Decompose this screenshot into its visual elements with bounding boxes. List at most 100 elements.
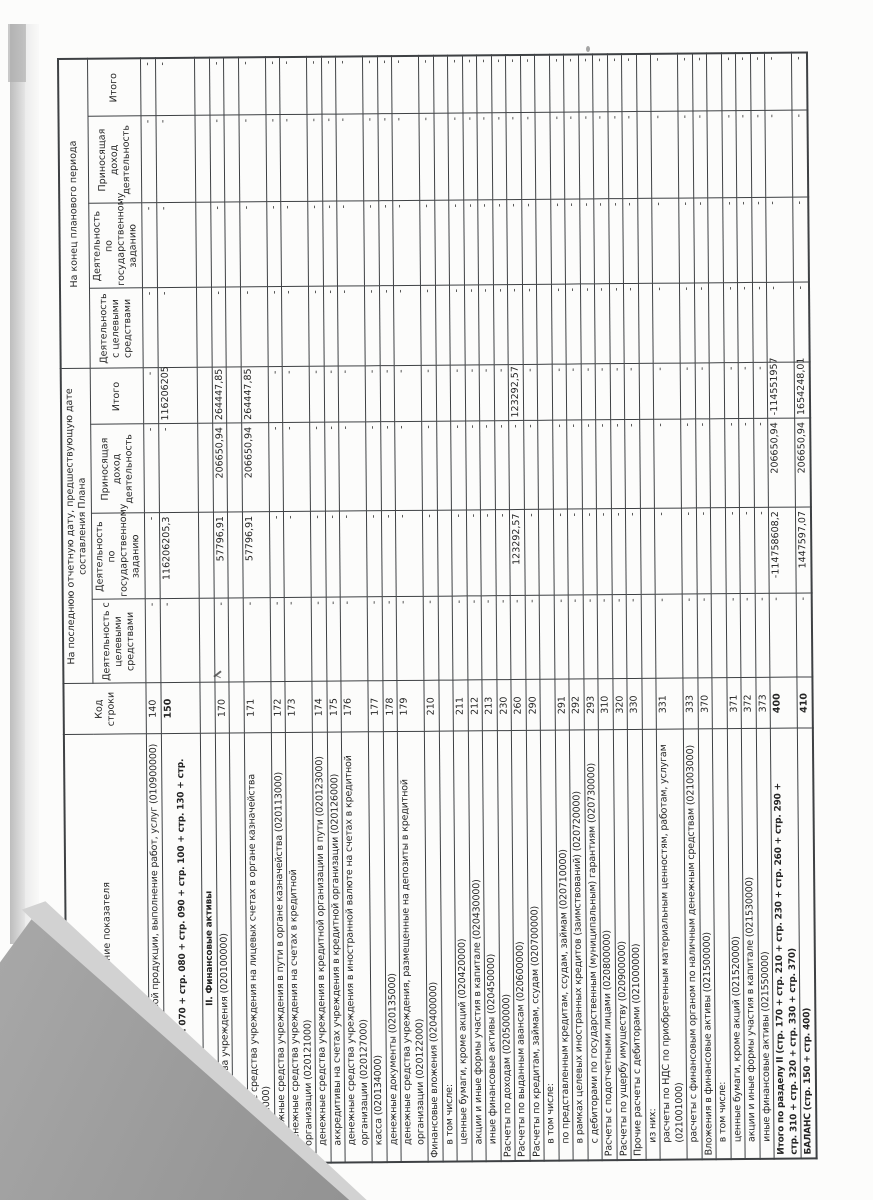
value-cell: -	[208, 57, 224, 116]
value-cell: -	[595, 364, 611, 421]
value-cell	[538, 509, 554, 596]
value-cell: -	[492, 200, 508, 286]
value-cell: -	[654, 508, 683, 595]
value-cell: 123292,57	[508, 364, 524, 422]
row-code-cell: 212	[467, 680, 483, 732]
value-cell: -	[720, 53, 736, 112]
value-cell: -	[793, 282, 810, 363]
value-cell: -	[597, 595, 613, 680]
row-code-cell: 373	[755, 677, 771, 729]
value-cell: -	[611, 595, 627, 680]
value-cell: -	[724, 419, 740, 509]
value-cell	[638, 363, 654, 420]
value-cell: -	[466, 596, 482, 681]
value-cell	[535, 199, 551, 285]
value-cell: -	[335, 114, 364, 202]
value-cell: -	[520, 112, 536, 200]
value-cell: -	[577, 54, 593, 113]
value-cell	[223, 115, 240, 203]
value-cell: -	[311, 597, 327, 682]
value-cell: -	[521, 199, 537, 285]
value-cell: -	[365, 366, 381, 423]
row-code-cell: 372	[740, 677, 756, 730]
value-cell: -	[281, 286, 310, 368]
value-cell: -	[325, 597, 341, 682]
value-cell: -	[376, 56, 392, 115]
value-cell: -	[521, 284, 538, 365]
value-cell: -	[739, 507, 755, 595]
value-cell	[197, 367, 213, 424]
value-cell: -114758608,2	[768, 507, 797, 594]
row-name-cell: денежные средства учреждения на счетах в…	[285, 732, 317, 1164]
row-code-cell	[228, 682, 244, 734]
header-target-funds-1: Деятельность с целевыми средствами	[92, 599, 146, 684]
value-cell: -	[324, 511, 341, 598]
scan-edge-shadow	[10, 24, 25, 944]
value-cell: -	[364, 286, 380, 367]
value-cell: -	[694, 363, 710, 420]
header-income-activity-1: Приносящая доход деятельность	[90, 424, 145, 514]
value-cell: -	[737, 282, 753, 364]
row-code-cell: 170	[214, 682, 230, 734]
value-cell: -	[563, 54, 579, 113]
value-cell: -	[380, 422, 396, 512]
value-cell: -	[159, 598, 200, 684]
value-cell: -	[362, 56, 378, 115]
value-cell: -	[490, 55, 506, 114]
value-cell: -	[140, 116, 157, 204]
value-cell: -	[420, 285, 436, 366]
value-cell: -	[158, 423, 199, 514]
value-cell: -	[622, 198, 638, 285]
value-cell	[706, 53, 722, 112]
value-cell	[435, 365, 451, 422]
value-cell: -	[461, 55, 477, 114]
value-cell	[194, 115, 211, 203]
row-code-cell	[199, 682, 215, 734]
row-code-cell: 177	[367, 681, 383, 733]
landscape-content: Наименование показателя Код строки На по…	[56, 51, 860, 1166]
value-cell: -	[264, 57, 280, 116]
value-cell: -	[652, 283, 681, 364]
value-cell: -	[320, 56, 336, 115]
value-cell: -	[340, 597, 368, 682]
row-code-cell	[438, 680, 454, 732]
value-cell: -	[378, 201, 394, 287]
value-cell: -	[753, 418, 769, 508]
value-cell: -	[505, 112, 522, 201]
value-cell: -	[579, 284, 596, 365]
value-cell: -	[479, 365, 495, 422]
value-cell: 116206205,3	[158, 512, 200, 600]
value-cell: -	[491, 113, 507, 201]
value-cell: -	[692, 111, 708, 199]
value-cell: -	[422, 510, 438, 597]
value-cell: -	[145, 599, 161, 684]
value-cell: -	[626, 594, 642, 680]
header-group-last-report-date: На последнюю отчетную дату, предшествующ…	[60, 368, 93, 684]
value-cell: -	[282, 422, 311, 513]
value-cell: 264447,85	[211, 367, 227, 424]
value-cell: -	[465, 421, 481, 511]
row-code-cell: 331	[655, 678, 684, 730]
value-cell: -	[324, 422, 340, 512]
value-cell: -	[140, 58, 156, 117]
value-cell: -	[553, 595, 569, 680]
value-cell	[224, 202, 240, 288]
value-cell: -	[723, 363, 739, 420]
value-cell: 57796,91	[241, 512, 270, 599]
value-cell: -	[377, 114, 393, 202]
row-code-cell: 291	[554, 679, 570, 731]
value-cell: -	[239, 202, 267, 288]
scan-speck	[586, 46, 590, 52]
value-cell	[534, 54, 550, 113]
value-cell: -	[550, 199, 566, 285]
value-cell: -	[524, 595, 540, 680]
value-cell: -	[421, 421, 437, 511]
row-code-cell	[539, 679, 555, 731]
value-cell: -	[681, 508, 697, 595]
value-cell: 206650,94	[212, 423, 228, 513]
value-cell	[534, 112, 551, 200]
value-cell	[197, 423, 213, 513]
value-cell	[709, 363, 725, 420]
value-cell: 1654248,01	[794, 358, 810, 419]
value-cell	[706, 111, 723, 199]
